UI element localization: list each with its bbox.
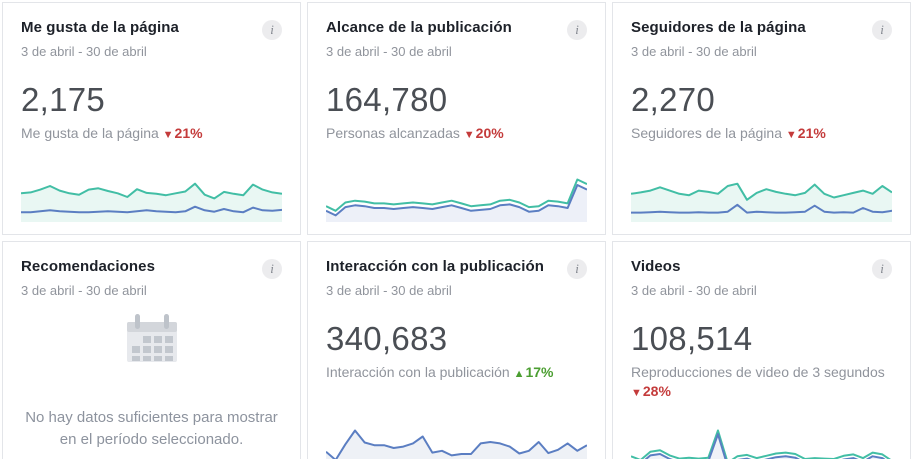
metric-label-row: Personas alcanzadas ▼20% <box>326 124 587 143</box>
metric-label-row: Seguidores de la página ▼21% <box>631 124 892 143</box>
triangle-down-icon: ▼ <box>785 129 797 141</box>
date-range: 3 de abril - 30 de abril <box>631 44 757 59</box>
card-title: Videos <box>631 258 681 275</box>
card-title: Recomendaciones <box>21 258 156 275</box>
sparkline-container <box>326 170 587 234</box>
sparkline-chart <box>326 170 587 222</box>
sparkline-chart <box>21 170 282 222</box>
sparkline-chart <box>326 421 587 459</box>
delta-value: 21% <box>174 125 203 141</box>
metric-label-row: Interacción con la publicación ▲17% <box>326 363 587 382</box>
date-range: 3 de abril - 30 de abril <box>326 283 452 298</box>
triangle-up-icon: ▲ <box>513 368 525 380</box>
card-header: Recomendaciones i <box>21 258 282 279</box>
metric-label: Interacción con la publicación <box>326 364 510 380</box>
triangle-down-icon: ▼ <box>463 129 475 141</box>
info-icon[interactable]: i <box>872 20 892 40</box>
info-icon[interactable]: i <box>567 259 587 279</box>
metric-label: Reproducciones de video de 3 segundos <box>631 364 885 380</box>
sparkline-chart <box>631 421 892 459</box>
card-videos[interactable]: Videos i 3 de abril - 30 de abril 108,51… <box>612 241 911 459</box>
sparkline-container <box>326 421 587 459</box>
card-title: Alcance de la publicación <box>326 19 512 36</box>
sparkline-container <box>631 421 892 459</box>
triangle-down-icon: ▼ <box>631 386 642 399</box>
delta-value: 21% <box>797 125 826 141</box>
delta-badge: ▼21% <box>786 125 826 141</box>
calendar-icon <box>126 314 178 369</box>
card-title: Interacción con la publicación <box>326 258 545 275</box>
card-header: Interacción con la publicación i <box>326 258 587 279</box>
info-icon[interactable]: i <box>262 20 282 40</box>
card-header: Alcance de la publicación i <box>326 19 587 40</box>
delta-badge: ▼21% <box>163 125 203 141</box>
metric-value: 164,780 <box>326 81 448 118</box>
date-range: 3 de abril - 30 de abril <box>326 44 452 59</box>
date-range: 3 de abril - 30 de abril <box>21 44 147 59</box>
triangle-down-icon: ▼ <box>162 129 174 141</box>
info-icon[interactable]: i <box>872 259 892 279</box>
delta-badge: ▼28% <box>631 382 892 401</box>
no-data-message: No hay datos suficientes para mostrar en… <box>25 409 278 448</box>
date-range: 3 de abril - 30 de abril <box>21 283 147 298</box>
card-post-reach[interactable]: Alcance de la publicación i 3 de abril -… <box>307 2 606 235</box>
delta-value: 20% <box>475 125 504 141</box>
card-title: Me gusta de la página <box>21 19 179 36</box>
metric-label: Personas alcanzadas <box>326 125 460 141</box>
card-header: Videos i <box>631 258 892 279</box>
sparkline-chart <box>631 170 892 222</box>
delta-badge: ▲17% <box>514 364 554 380</box>
metric-value: 2,270 <box>631 81 716 118</box>
metric-label-row: Reproducciones de video de 3 segundos ▼2… <box>631 363 892 401</box>
card-recommendations[interactable]: Recomendaciones i 3 de abril - 30 de abr… <box>2 241 301 459</box>
metric-value: 2,175 <box>21 81 106 118</box>
metric-value: 340,683 <box>326 320 448 357</box>
delta-badge: ▼20% <box>464 125 504 141</box>
card-page-followers[interactable]: Seguidores de la página i 3 de abril - 3… <box>612 2 911 235</box>
card-header: Seguidores de la página i <box>631 19 892 40</box>
card-page-likes[interactable]: Me gusta de la página i 3 de abril - 30 … <box>2 2 301 235</box>
card-header: Me gusta de la página i <box>21 19 282 40</box>
sparkline-container <box>631 170 892 234</box>
info-icon[interactable]: i <box>567 20 587 40</box>
sparkline-container <box>21 170 282 234</box>
no-data-placeholder: No hay datos suficientes para mostrar en… <box>21 298 282 459</box>
metric-value: 108,514 <box>631 320 753 357</box>
card-post-engagement[interactable]: Interacción con la publicación i 3 de ab… <box>307 241 606 459</box>
delta-value: 17% <box>525 364 554 380</box>
metric-label: Seguidores de la página <box>631 125 783 141</box>
card-title: Seguidores de la página <box>631 19 806 36</box>
date-range: 3 de abril - 30 de abril <box>631 283 757 298</box>
metric-label-row: Me gusta de la página ▼21% <box>21 124 282 143</box>
info-icon[interactable]: i <box>262 259 282 279</box>
delta-value: 28% <box>642 382 671 399</box>
metric-label: Me gusta de la página <box>21 125 159 141</box>
